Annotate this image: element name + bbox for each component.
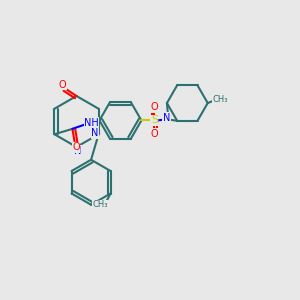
Text: O: O	[151, 129, 158, 139]
Text: O: O	[59, 80, 67, 90]
Text: S: S	[151, 116, 158, 125]
Text: N: N	[74, 146, 81, 156]
Text: N: N	[91, 128, 98, 138]
Text: N: N	[163, 113, 170, 123]
Text: O: O	[72, 142, 80, 152]
Text: CH₃: CH₃	[92, 200, 108, 209]
Text: NH: NH	[84, 118, 99, 128]
Text: CH₃: CH₃	[213, 94, 228, 103]
Text: O: O	[151, 102, 158, 112]
